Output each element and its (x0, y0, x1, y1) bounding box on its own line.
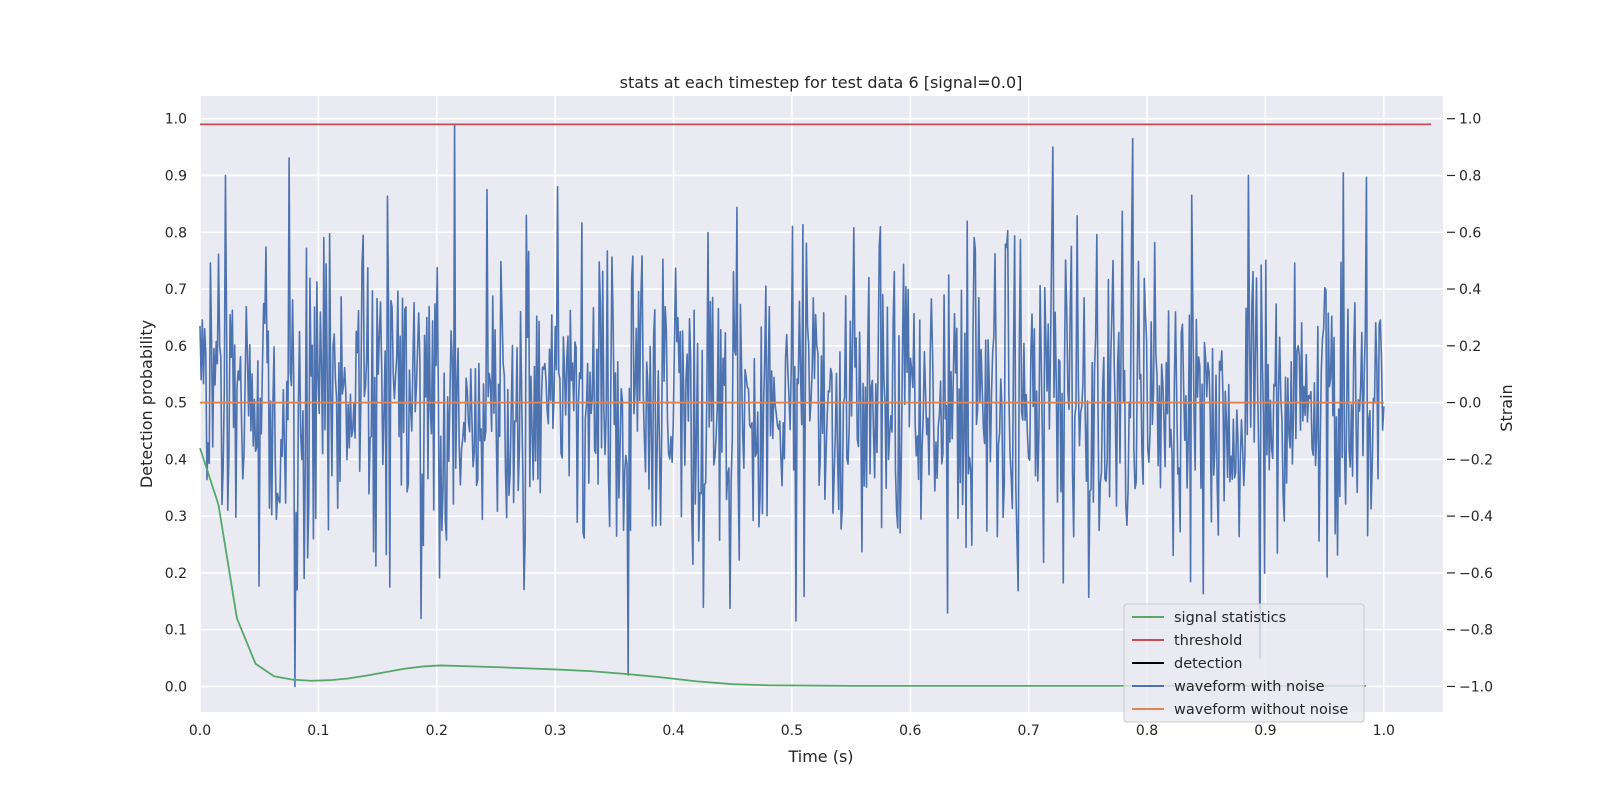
y-tick-label: 0.5 (165, 396, 187, 412)
legend-label-signal-statistics: signal statistics (1174, 610, 1286, 626)
legend-label-waveform-without-noise: waveform without noise (1174, 702, 1348, 718)
y-right-tick-label: 0.4 (1459, 282, 1481, 298)
x-tick-label: 1.0 (1373, 723, 1395, 739)
y-tick-label: 0.4 (165, 452, 187, 468)
y-right-tick-label: −0.2 (1459, 452, 1493, 468)
x-tick-label: 0.0 (189, 723, 211, 739)
x-tick-label: 0.7 (1018, 723, 1040, 739)
chart-title: stats at each timestep for test data 6 [… (620, 73, 1023, 92)
y-tick-label: 0.2 (165, 566, 187, 582)
y-tick-label: 0.3 (165, 509, 187, 525)
y-right-tick-label: 1.0 (1459, 112, 1481, 128)
y-tick-label: 0.7 (165, 282, 187, 298)
y-right-tick-label: 0.8 (1459, 168, 1481, 184)
legend-box (1123, 603, 1365, 723)
x-tick-label: 0.5 (781, 723, 803, 739)
y-axis-right-ticks: −1.0 −0.8 −0.6 −0.4 −0.2 0.0 0.2 0.4 0.6 0.8 1.0 (1447, 112, 1493, 695)
y-right-tick-label: −0.4 (1459, 509, 1493, 525)
legend: signal statistics threshold detection wa… (1123, 603, 1365, 723)
y-axis-right-label: Strain (1497, 384, 1516, 431)
x-axis-label: Time (s) (787, 747, 853, 766)
x-tick-label: 0.4 (662, 723, 684, 739)
y-tick-label: 0.8 (165, 225, 187, 241)
x-tick-label: 0.8 (1136, 723, 1158, 739)
y-axis-label: Detection probability (137, 320, 156, 488)
y-tick-label: 0.0 (165, 679, 187, 695)
y-tick-label: 0.6 (165, 339, 187, 355)
legend-label-waveform-with-noise: waveform with noise (1174, 679, 1325, 695)
x-tick-label: 0.1 (307, 723, 329, 739)
series-layer (199, 123, 1432, 688)
series-waveform-with-noise-line (199, 123, 1385, 688)
series-signal-statistics-line (199, 447, 1367, 687)
legend-label-threshold: threshold (1174, 633, 1242, 649)
legend-label-detection: detection (1174, 656, 1242, 672)
x-axis-ticks: 0.0 0.1 0.2 0.3 0.4 0.5 0.6 0.7 0.8 0.9 1.0 (189, 723, 1395, 739)
y-right-tick-label: 0.0 (1459, 396, 1481, 412)
y-right-tick-label: −0.6 (1459, 566, 1493, 582)
y-right-tick-label: −0.8 (1459, 623, 1493, 639)
y-tick-label: 0.9 (165, 168, 187, 184)
x-tick-label: 0.3 (544, 723, 566, 739)
y-right-tick-label: −1.0 (1459, 679, 1493, 695)
x-tick-label: 0.6 (899, 723, 921, 739)
y-right-tick-label: 0.2 (1459, 339, 1481, 355)
y-axis-ticks: 0.0 0.1 0.2 0.3 0.4 0.5 0.6 0.7 0.8 0.9 1.0 (165, 112, 187, 696)
y-right-tick-label: 0.6 (1459, 225, 1481, 241)
x-tick-label: 0.9 (1254, 723, 1276, 739)
y-tick-label: 1.0 (165, 112, 187, 128)
x-tick-label: 0.2 (426, 723, 448, 739)
y-tick-label: 0.1 (165, 623, 187, 639)
